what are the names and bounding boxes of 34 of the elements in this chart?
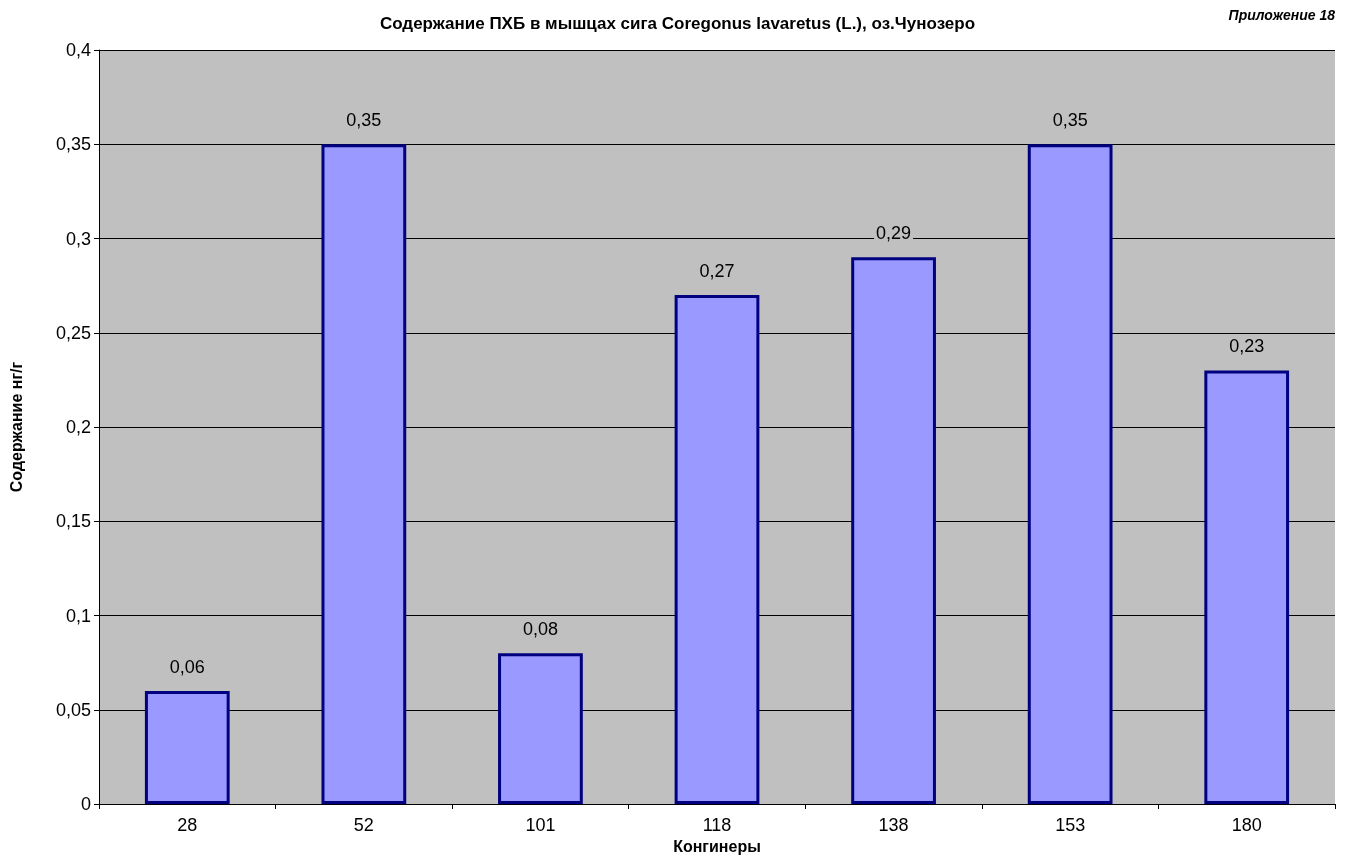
data-label: 0,08 [522, 619, 558, 640]
x-tick-label: 138 [878, 815, 909, 835]
bar [851, 257, 936, 804]
y-tick-label: 0,05 [55, 699, 91, 720]
bar [1204, 370, 1290, 804]
x-tick-label: 180 [1231, 815, 1262, 835]
data-label: 0,06 [169, 656, 205, 677]
text: Приложение 18 [1228, 7, 1336, 23]
x-axis-title: Конгинеры [673, 838, 761, 856]
data-label: 0,23 [1229, 336, 1265, 357]
bar [321, 144, 407, 804]
y-tick-label: 0,4 [65, 40, 91, 60]
data-label: 0,35 [346, 110, 382, 131]
bar [144, 690, 230, 804]
bar [498, 653, 583, 804]
x-tick-label: 52 [353, 815, 374, 835]
x-tick-label: 153 [1055, 815, 1086, 835]
y-tick-label: 0,1 [65, 605, 91, 626]
y-tick-label: 0,15 [55, 511, 91, 532]
data-label: 0,29 [876, 223, 912, 244]
y-axis-title: Содержание нг/г [7, 361, 25, 493]
y-tick-label: 0,35 [55, 134, 91, 155]
chart-title: Содержание ПХБ в мышцах сига Coregonus lavaretus (L.), оз.Чунозеро [379, 14, 976, 33]
x-tick-label: 101 [525, 815, 556, 835]
bar [1027, 144, 1113, 804]
bar [674, 295, 760, 804]
y-tick-label: 0,2 [65, 417, 91, 437]
y-tick-label: 0,25 [55, 322, 91, 343]
data-label: 0,35 [1052, 110, 1088, 131]
y-tick-label: 0,3 [65, 228, 91, 249]
data-label: 0,27 [699, 261, 735, 282]
x-tick-label: 28 [177, 815, 198, 835]
y-tick-label: 0 [80, 794, 91, 814]
x-tick-label: 118 [702, 815, 732, 835]
